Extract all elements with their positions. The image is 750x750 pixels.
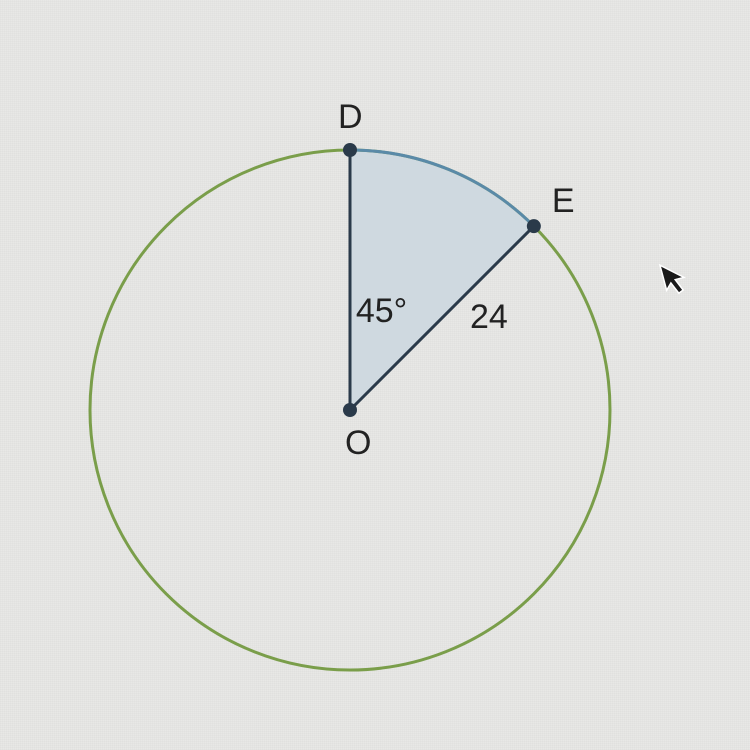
sector-fill [350,150,534,410]
center-label-o: O [345,424,371,463]
circle-sector-diagram [0,0,750,750]
radius-length-label: 24 [470,298,508,337]
point-label-d: D [338,98,363,137]
point-label-e: E [552,182,575,221]
point-e [527,219,541,233]
angle-label: 45° [356,292,407,331]
point-d [343,143,357,157]
point-o [343,403,357,417]
